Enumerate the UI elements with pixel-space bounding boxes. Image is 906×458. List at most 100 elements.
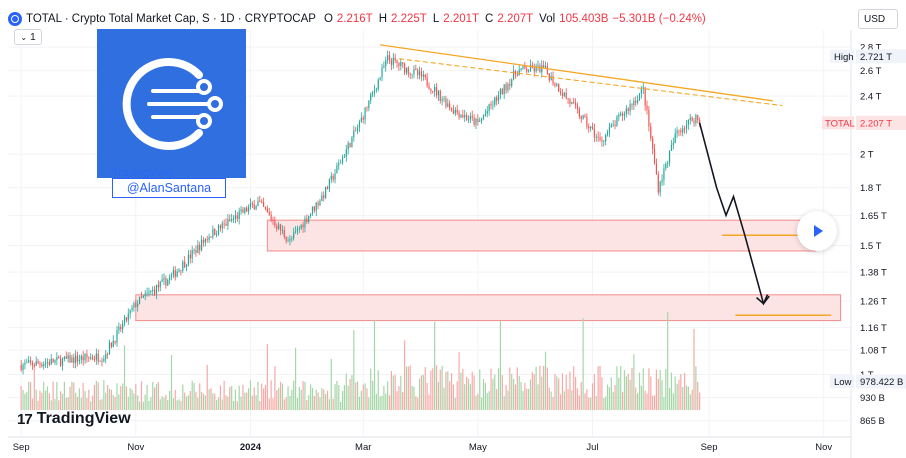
volume-bar xyxy=(614,384,616,410)
volume-bar xyxy=(229,386,231,410)
candle-body xyxy=(251,203,253,205)
currency-button[interactable]: USD xyxy=(858,9,898,29)
volume-bar xyxy=(665,368,667,410)
candle-body xyxy=(663,168,665,180)
circuit-logo-icon xyxy=(122,58,223,150)
volume-bar xyxy=(75,392,77,410)
candle-body xyxy=(193,249,195,251)
time-tick-label: 2024 xyxy=(240,442,262,453)
volume-bar xyxy=(537,384,539,410)
volume-bar xyxy=(610,377,612,410)
candle-body xyxy=(477,118,479,122)
high-value: 2.225T xyxy=(391,13,427,25)
volume-bar xyxy=(454,397,456,410)
candle-body xyxy=(232,218,235,220)
volume-bar xyxy=(287,386,289,410)
volume-bar xyxy=(82,382,84,410)
price-marker-label-bg xyxy=(830,49,854,63)
candle-body xyxy=(601,139,603,142)
candle-body xyxy=(633,100,635,106)
volume-bar xyxy=(584,393,586,410)
candle-body xyxy=(535,65,537,72)
volume-bar xyxy=(375,393,377,410)
candle-body xyxy=(244,207,246,213)
volume-bar xyxy=(627,373,629,410)
volume-bar xyxy=(548,387,550,410)
volume-bar xyxy=(616,366,618,410)
candle-body xyxy=(108,342,111,355)
time-axis[interactable]: Sep Nov 2024 Mar May Jul Sep Nov xyxy=(13,442,833,453)
candle-body xyxy=(86,354,88,358)
candle-body xyxy=(539,65,541,73)
volume-bar xyxy=(114,396,116,410)
volume-bar xyxy=(415,396,417,410)
volume-bar xyxy=(22,390,24,410)
volume-bar xyxy=(345,373,347,410)
interval-toggle-button[interactable]: ⌄ 1 xyxy=(14,29,42,45)
volume-bar xyxy=(637,393,639,410)
volume-bar xyxy=(388,395,391,410)
volume-bar xyxy=(372,380,374,410)
volume-bar xyxy=(253,387,255,410)
volume-bar xyxy=(125,386,128,410)
candle-body xyxy=(326,186,329,190)
volume-bar xyxy=(571,390,573,410)
candle-body xyxy=(646,105,648,110)
candle-body xyxy=(559,91,562,94)
candle-body xyxy=(481,118,483,121)
candle-body xyxy=(247,207,250,212)
candle-body xyxy=(313,206,315,211)
candle-body xyxy=(39,363,41,365)
candle-body xyxy=(172,270,174,275)
volume-bar xyxy=(261,383,263,410)
candle-body xyxy=(569,99,571,104)
price-marker-value-bg xyxy=(856,374,906,389)
volume-bar xyxy=(165,394,167,410)
symbol-title[interactable]: TOTAL · Crypto Total Market Cap, S · 1D … xyxy=(26,13,316,25)
candle-body xyxy=(155,285,158,294)
volume-bar xyxy=(50,400,52,410)
candle-body xyxy=(137,303,139,307)
volume-bar xyxy=(494,374,496,410)
candle-body xyxy=(390,60,393,65)
volume-bar xyxy=(464,384,466,410)
volume-bar xyxy=(279,381,282,410)
volume-bar xyxy=(65,397,67,410)
candle-body xyxy=(454,109,456,114)
price-marker-label: High xyxy=(834,52,854,63)
candle-body xyxy=(638,93,641,100)
close-label: C xyxy=(485,13,494,25)
volume-bar xyxy=(396,391,398,410)
candle-body xyxy=(377,79,379,90)
price-axis[interactable]: 2.8 T 2.6 T 2.4 T 2 T 1.8 T 1.65 T 1.5 T 1.38 T… xyxy=(860,43,887,428)
resistance-trendline-dashed xyxy=(398,58,783,107)
time-tick-label: Sep xyxy=(701,442,718,453)
candle-body xyxy=(584,115,586,118)
volume-bar xyxy=(638,372,641,410)
candle-body xyxy=(125,317,128,321)
candle-body xyxy=(383,66,385,68)
volume-bar xyxy=(93,384,96,410)
candle-body xyxy=(388,55,391,61)
candle-body xyxy=(317,202,319,206)
candle-body xyxy=(411,74,413,75)
candle-body xyxy=(578,108,580,117)
volume-bar xyxy=(565,374,567,410)
volume-bar xyxy=(80,397,82,410)
volume-bar xyxy=(336,380,338,410)
candle-body xyxy=(276,226,278,229)
candle-body xyxy=(509,84,511,86)
candle-body xyxy=(214,229,216,236)
volume-bar xyxy=(383,386,385,410)
volume-bar xyxy=(99,400,101,410)
candle-body xyxy=(653,149,656,164)
volume-bar xyxy=(535,366,537,410)
candle-body xyxy=(246,207,248,212)
play-button[interactable] xyxy=(797,211,837,251)
candle-body xyxy=(231,219,233,221)
volume-bar xyxy=(122,383,124,410)
candle-body xyxy=(257,200,259,207)
candle-body xyxy=(221,223,223,229)
volume-bar xyxy=(682,387,684,410)
